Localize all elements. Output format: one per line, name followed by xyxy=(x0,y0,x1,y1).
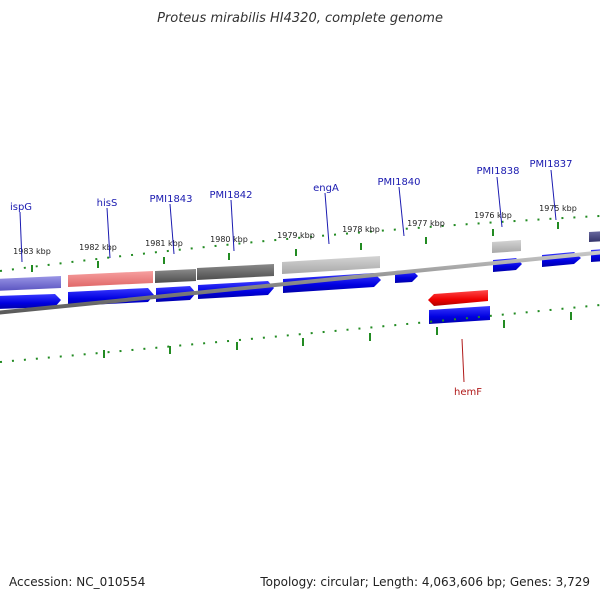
cog-bar-pmi1843 xyxy=(155,269,196,283)
gene-label-pmi1840[interactable]: PMI1840 xyxy=(377,177,420,188)
cog-bar-pmi1842 xyxy=(197,264,274,280)
gene-label-leaders xyxy=(19,169,557,383)
cds-arrow-hemf[interactable] xyxy=(428,290,488,306)
outer-ruler xyxy=(0,215,600,272)
tick-label: 1977 kbp xyxy=(407,219,445,228)
gene-label-pmi1842[interactable]: PMI1842 xyxy=(209,190,252,201)
genome-backbone xyxy=(0,250,600,315)
tick-label: 1981 kbp xyxy=(145,239,183,248)
tick-label: 1980 kbp xyxy=(210,235,248,244)
map-title: Proteus mirabilis HI4320, complete genom… xyxy=(157,11,443,26)
gene-label-pmi1837[interactable]: PMI1837 xyxy=(529,159,572,170)
reverse-cds-track xyxy=(428,290,490,324)
gene-label-pmi1843[interactable]: PMI1843 xyxy=(149,194,192,205)
inner-ruler xyxy=(0,304,600,363)
cds-arrow-hiss[interactable] xyxy=(68,288,154,306)
gene-label-pmi1838[interactable]: PMI1838 xyxy=(476,166,519,177)
tick-label: 1978 kbp xyxy=(342,225,380,234)
gene-labels: ispG hisS PMI1843 PMI1842 engA PMI1840 P… xyxy=(10,159,573,398)
tick-label: 1979 kbp xyxy=(277,231,315,240)
cog-bar-hemf xyxy=(429,306,490,324)
tick-label: 1976 kbp xyxy=(474,211,512,220)
tick-label: 1982 kbp xyxy=(79,243,117,252)
cog-bar-ispg xyxy=(0,276,61,291)
accession-text: Accession: NC_010554 xyxy=(9,575,145,589)
genome-summary-text: Topology: circular; Length: 4,063,606 bp… xyxy=(259,575,590,589)
cog-bar-enga xyxy=(282,256,380,274)
gene-label-enga[interactable]: engA xyxy=(313,183,339,194)
tick-label: 1975 kbp xyxy=(539,204,577,213)
gene-label-hiss[interactable]: hisS xyxy=(97,198,118,209)
cog-track xyxy=(0,231,600,291)
cog-bar-pmi1838 xyxy=(492,240,521,253)
cds-arrow-ispg[interactable] xyxy=(0,294,61,309)
gene-label-hemf[interactable]: hemF xyxy=(454,387,482,398)
cog-bar-hiss xyxy=(68,271,153,287)
tick-label-group: 1983 kbp 1982 kbp 1981 kbp 1980 kbp 1979 kbp… xyxy=(13,204,577,358)
cog-bar-pmi1837 xyxy=(589,231,600,242)
gene-label-ispg[interactable]: ispG xyxy=(10,202,32,213)
tick-label: 1983 kbp xyxy=(13,247,51,256)
